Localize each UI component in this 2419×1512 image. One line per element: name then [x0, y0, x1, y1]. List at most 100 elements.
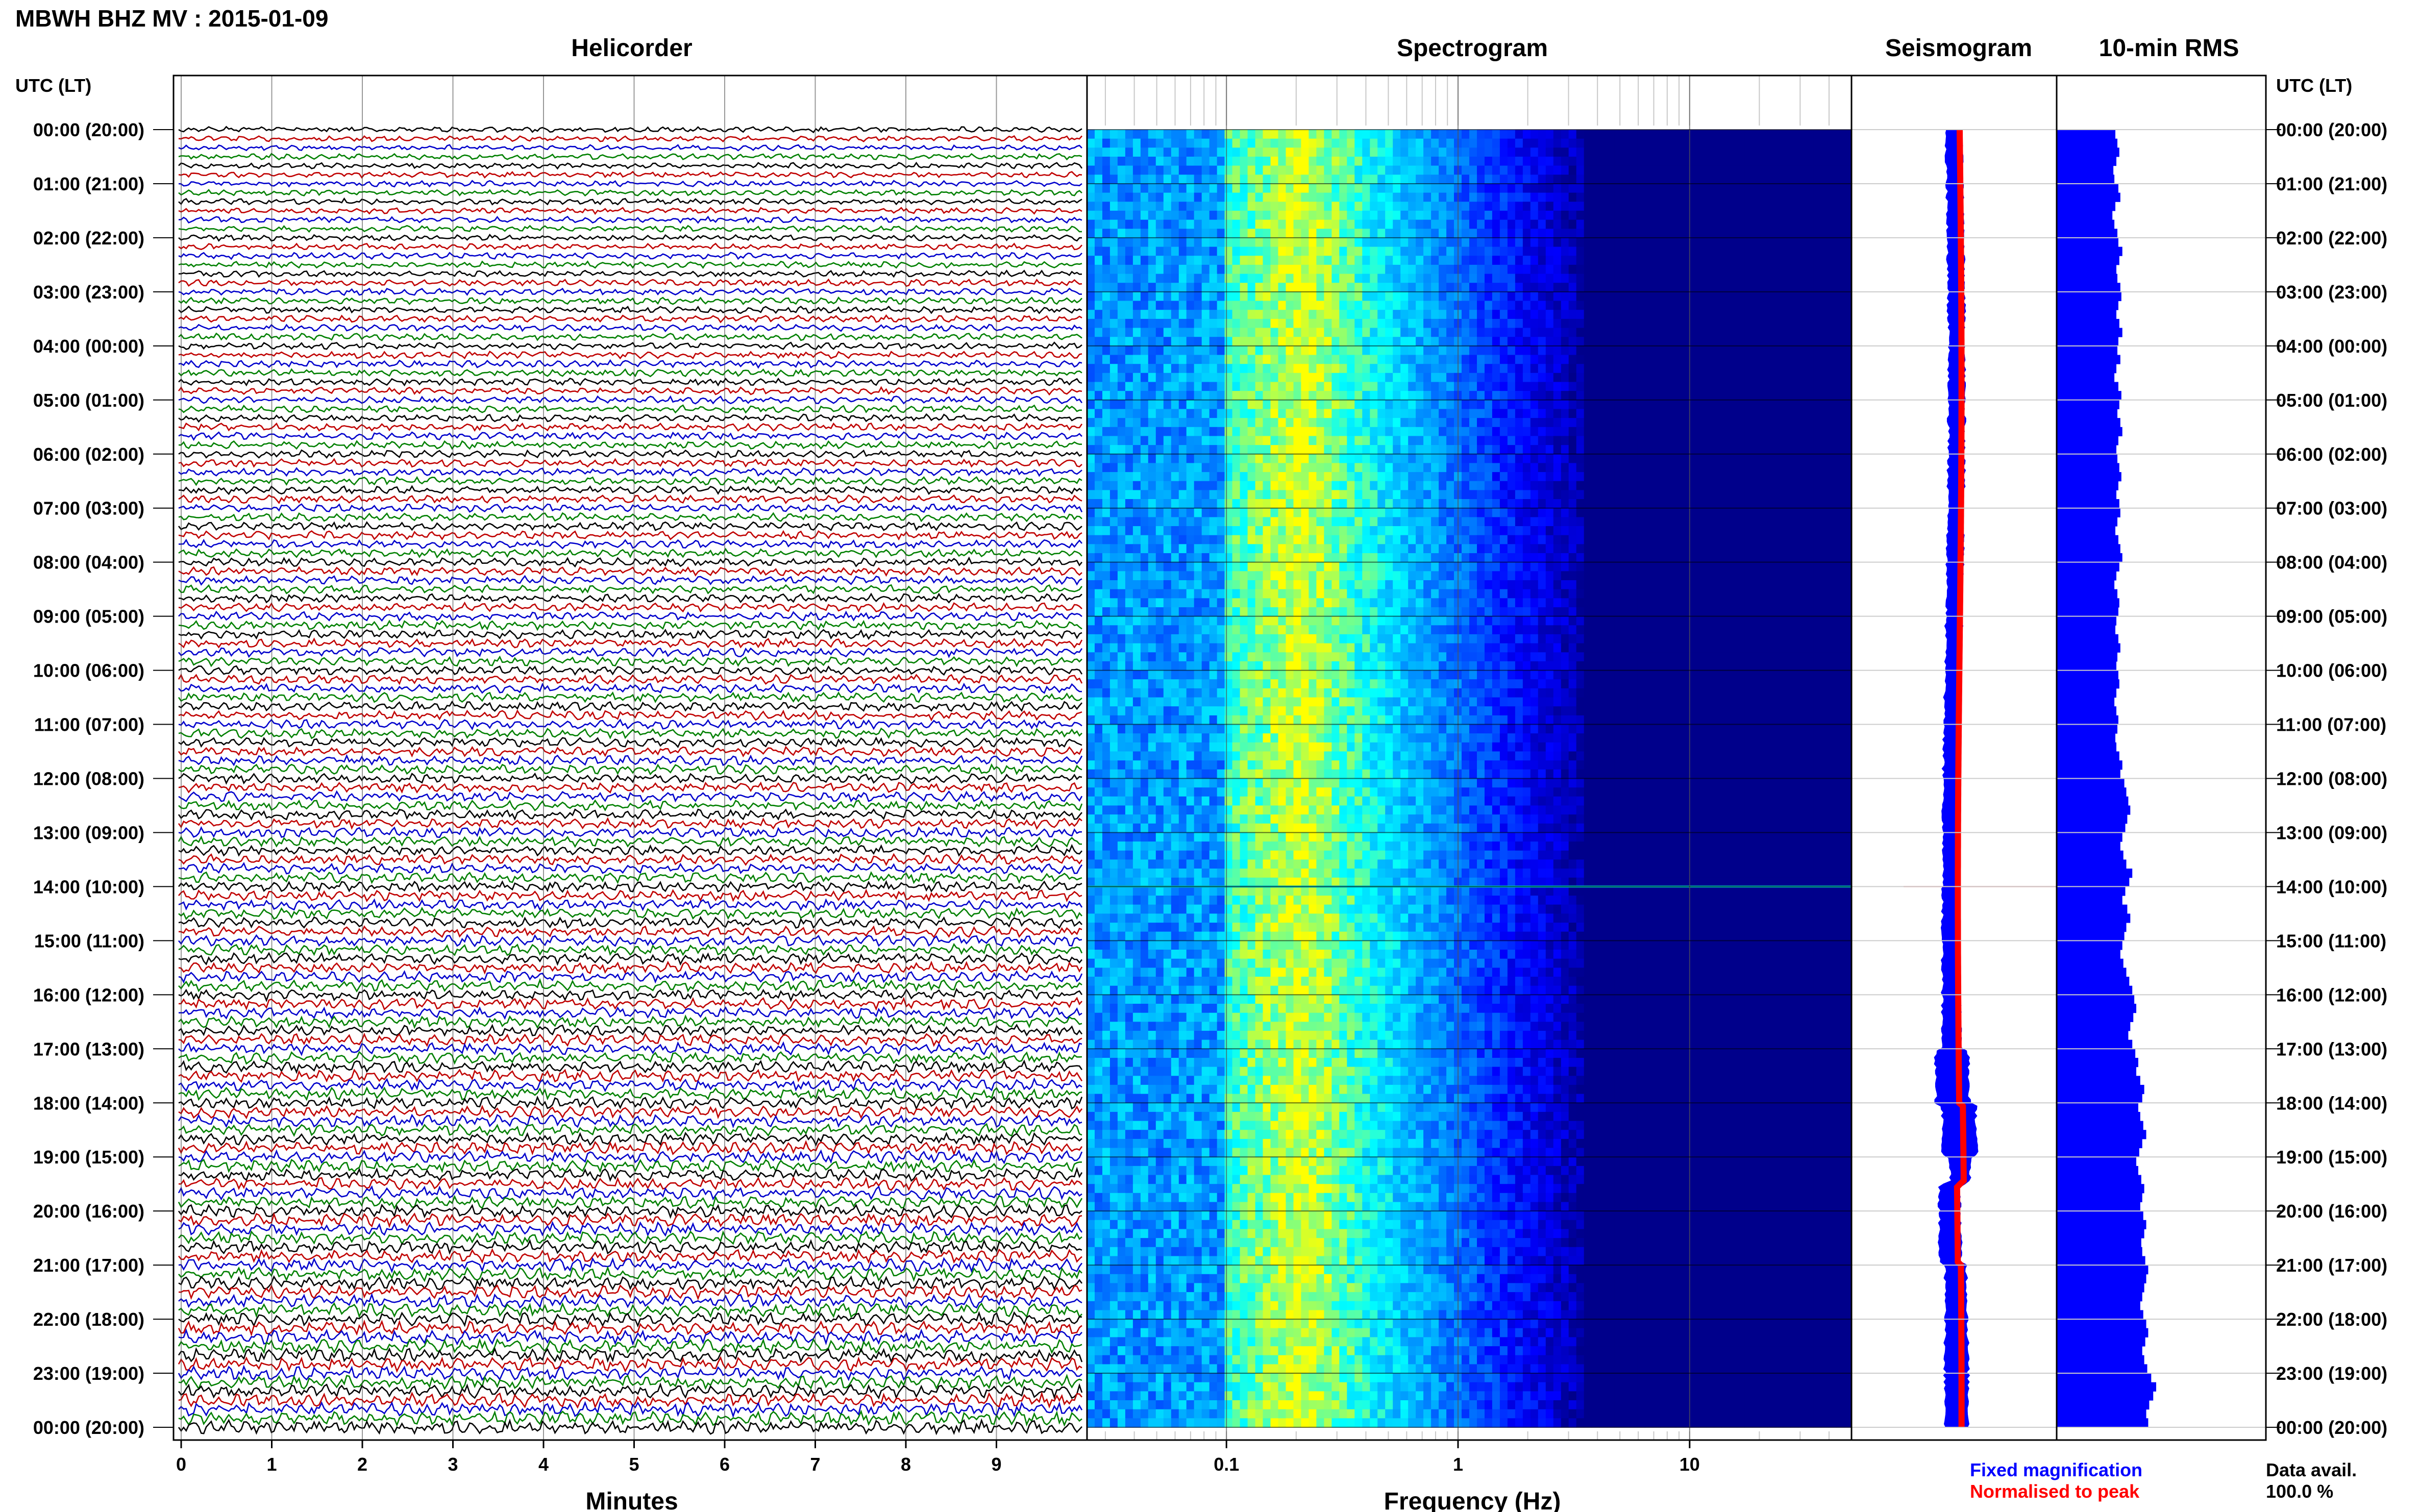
spectrogram-cell — [1324, 210, 1332, 220]
spectrogram-cell — [1331, 237, 1340, 247]
spectrogram-cell — [1783, 562, 1791, 572]
spectrogram-cell — [1821, 192, 1829, 202]
spectrogram-cell — [1706, 562, 1714, 572]
spectrogram-cell — [1530, 219, 1539, 229]
spectrogram-cell — [1829, 264, 1837, 275]
spectrogram-cell — [1155, 535, 1164, 544]
spectrogram-cell — [1263, 301, 1271, 310]
spectrogram-cell — [1117, 192, 1126, 202]
spectrogram-cell — [1614, 463, 1623, 473]
spectrogram-cell — [1591, 274, 1600, 283]
spectrogram-cell — [1293, 138, 1302, 148]
spectrogram-cell — [1477, 301, 1485, 310]
spectrogram-cell — [1645, 508, 1653, 517]
spectrogram-cell — [1614, 508, 1623, 517]
spectrogram-cell — [1752, 436, 1760, 445]
spectrogram-cell — [1829, 184, 1837, 193]
spectrogram-cell — [1584, 310, 1592, 319]
spectrogram-cell — [1087, 219, 1095, 229]
spectrogram-cell — [1836, 157, 1844, 166]
spectrogram-cell — [1607, 138, 1615, 148]
spectrogram-cell — [1423, 219, 1431, 229]
spectrogram-cell — [1385, 418, 1393, 428]
spectrogram-cell — [1630, 337, 1638, 346]
spectrogram-cell — [1155, 184, 1164, 193]
spectrogram-cell — [1324, 274, 1332, 283]
spectrogram-cell — [1255, 490, 1264, 500]
spectrogram-cell — [1652, 535, 1661, 544]
spectrogram-cell — [1576, 517, 1585, 527]
spectrogram-cell — [1836, 526, 1844, 536]
spectrogram-cell — [1721, 147, 1730, 157]
spectrogram-cell — [1714, 328, 1722, 337]
spectrogram-cell — [1675, 409, 1684, 418]
spectrogram-cell — [1591, 436, 1600, 445]
spectrogram-cell — [1293, 328, 1302, 337]
spectrogram-cell — [1439, 481, 1447, 490]
spectrogram-cell — [1499, 256, 1508, 265]
spectrogram-cell — [1431, 138, 1439, 148]
spectrogram-cell — [1362, 418, 1370, 428]
spectrogram-cell — [1087, 355, 1095, 364]
spectrogram-cell — [1439, 463, 1447, 473]
spectrogram-cell — [1767, 463, 1775, 473]
spectrogram-cell — [1522, 463, 1531, 473]
spectrogram-cell — [1499, 517, 1508, 527]
spectrogram-cell — [1316, 283, 1324, 292]
spectrogram-cell — [1752, 246, 1760, 256]
spectrogram-cell — [1324, 237, 1332, 247]
spectrogram-cell — [1836, 472, 1844, 482]
spectrogram-cell — [1370, 202, 1378, 211]
spectrogram-cell — [1109, 345, 1118, 356]
spectrogram-cell — [1278, 337, 1287, 346]
spectrogram-cell — [1354, 472, 1363, 482]
spectrogram-cell — [1813, 202, 1821, 211]
spectrogram-cell — [1485, 184, 1493, 193]
spectrogram-cell — [1637, 508, 1646, 517]
spectrogram-cell — [1576, 130, 1585, 139]
spectrogram-cell — [1645, 544, 1653, 554]
spectrogram-cell — [1507, 400, 1516, 410]
spectrogram-cell — [1408, 517, 1416, 527]
spectrogram-cell — [1293, 355, 1302, 364]
spectrogram-cell — [1729, 400, 1737, 410]
spectrogram-cell — [1584, 427, 1592, 437]
spectrogram-row — [1087, 427, 1852, 437]
spectrogram-cell — [1293, 571, 1302, 581]
spectrogram-cell — [1714, 291, 1722, 302]
spectrogram-cell — [1102, 291, 1110, 302]
spectrogram-cell — [1163, 544, 1172, 554]
spectrogram-cell — [1829, 157, 1837, 166]
spectrogram-cell — [1370, 364, 1378, 374]
spectrogram-cell — [1714, 544, 1722, 554]
spectrogram-cell — [1102, 184, 1110, 193]
spectrogram-cell — [1102, 219, 1110, 229]
spectrogram-cell — [1309, 283, 1317, 292]
spectrogram-cell — [1630, 310, 1638, 319]
spectrogram-cell — [1301, 256, 1309, 265]
spectrogram-cell — [1553, 454, 1562, 464]
spectrogram-cell — [1232, 364, 1241, 374]
spectrogram-cell — [1140, 301, 1149, 310]
spectrogram-cell — [1270, 229, 1279, 238]
spectrogram-cell — [1224, 445, 1233, 455]
spectrogram-cell — [1354, 202, 1363, 211]
spectrogram-cell — [1691, 472, 1699, 482]
spectrogram-cell — [1645, 427, 1653, 437]
spectrogram-cell — [1117, 184, 1126, 193]
spectrogram-cell — [1767, 328, 1775, 337]
spectrogram-cell — [1132, 373, 1141, 383]
spectrogram-cell — [1469, 283, 1477, 292]
spectrogram-cell — [1507, 202, 1516, 211]
spectrogram-cell — [1255, 418, 1264, 428]
spectrogram-cell — [1439, 210, 1447, 220]
spectrogram-cell — [1408, 526, 1416, 536]
spectrogram-cell — [1278, 256, 1287, 265]
spectrogram-cell — [1614, 274, 1623, 283]
spectrogram-cell — [1584, 553, 1592, 563]
spectrogram-cell — [1316, 310, 1324, 319]
spectrogram-cell — [1125, 427, 1133, 437]
spectrogram-cell — [1698, 535, 1707, 544]
spectrogram-cell — [1324, 256, 1332, 265]
spectrogram-cell — [1102, 472, 1110, 482]
